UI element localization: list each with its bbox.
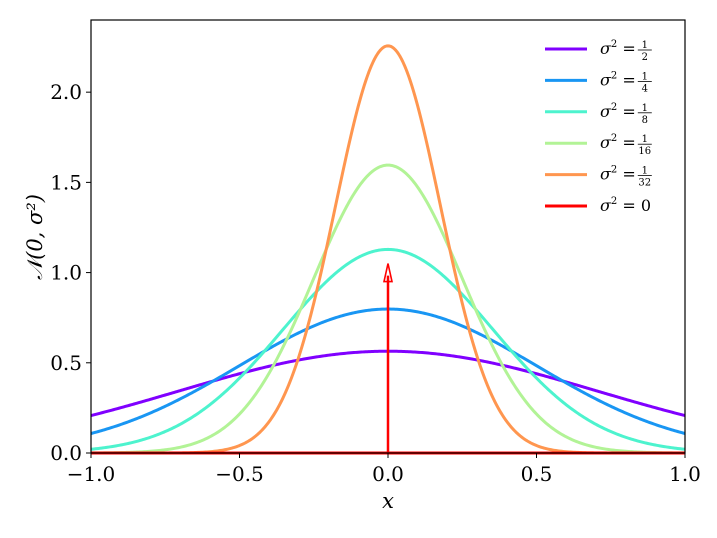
y-tick-label: 1.0 [50,261,82,285]
y-tick-label: 0.5 [50,351,82,375]
y-axis-label: 𝒩(0, σ²) [23,194,47,280]
x-axis-label: x [382,489,394,513]
legend-label: σ2 = 0 [600,196,651,215]
legend-frac-num: 1 [642,103,648,114]
legend-frac-den: 8 [642,115,648,126]
legend-frac-den: 2 [642,52,648,63]
legend-item-3: σ2 = 116 [545,133,652,157]
legend-frac-den: 4 [642,83,648,94]
legend-label: σ2 = [600,133,636,152]
legend-label: σ2 = [600,39,636,58]
x-tick-label: 0.5 [521,462,553,486]
y-tick-label: 2.0 [50,80,82,104]
x-tick-label: −0.5 [215,462,264,486]
legend-frac-num: 1 [642,134,648,145]
legend-label: σ2 = [600,102,636,121]
y-tick-label: 0.0 [50,441,82,465]
x-tick-label: −1.0 [67,462,116,486]
legend-item-5: σ2 = 0 [545,196,651,215]
x-tick-label: 0.0 [372,462,404,486]
series-layer [90,44,686,455]
legend-frac-num: 1 [642,40,648,51]
series-line-3 [90,163,686,455]
ticks-layer: −1.0 −0.5 0.0 0.5 1.0 0.0 0.5 1.0 1.5 2.0 [50,80,701,486]
legend-item-0: σ2 = 12 [545,39,652,63]
series-line-2 [90,247,686,451]
legend-frac-num: 1 [642,166,648,177]
y-tick-label: 1.5 [50,170,82,194]
legend-label: σ2 = [600,165,636,184]
legend-frac-den: 16 [638,146,651,157]
legend-item-2: σ2 = 18 [545,102,652,126]
legend-frac-den: 32 [638,178,651,189]
delta-arrowhead [383,263,393,283]
legend-item-4: σ2 = 132 [545,165,652,189]
legend-frac-num: 1 [642,71,648,82]
legend-label: σ2 = [600,70,636,89]
legend-item-1: σ2 = 14 [545,70,652,94]
x-tick-label: 1.0 [669,462,701,486]
